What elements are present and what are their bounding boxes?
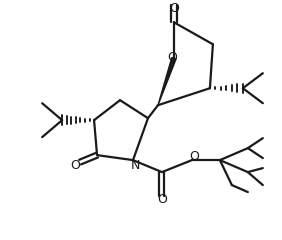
- Text: O: O: [189, 150, 199, 163]
- Polygon shape: [158, 58, 176, 105]
- Text: O: O: [157, 192, 167, 205]
- Text: N: N: [130, 159, 140, 172]
- Text: O: O: [167, 51, 177, 64]
- Text: O: O: [70, 159, 80, 172]
- Text: O: O: [169, 2, 179, 15]
